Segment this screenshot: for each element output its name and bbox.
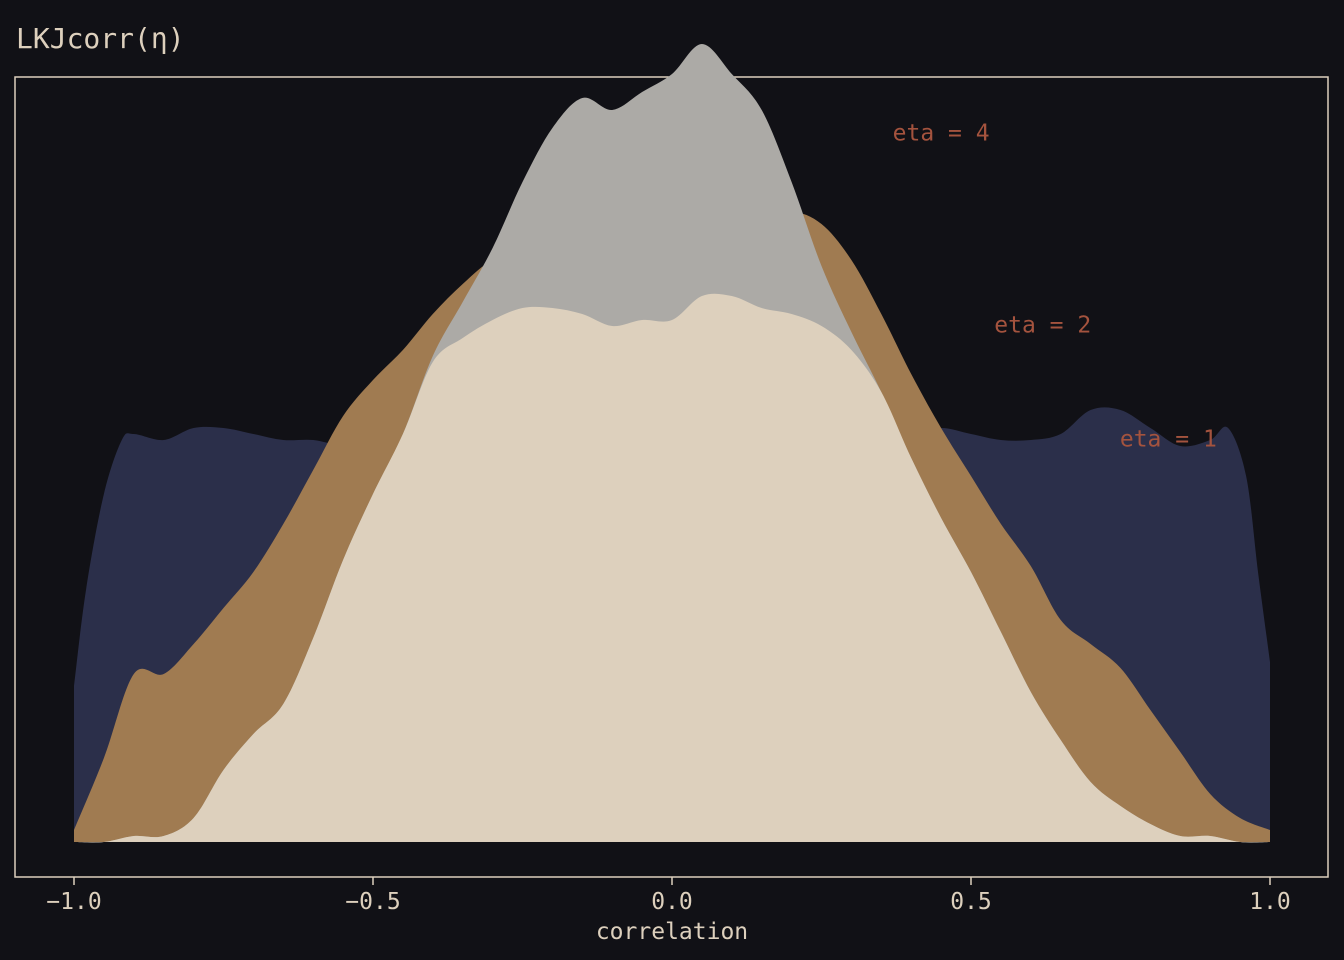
annotation-label: eta = 1 xyxy=(1120,427,1217,453)
x-axis: −1.0 −0.5 0.0 0.5 1.0 xyxy=(46,877,1291,915)
x-tick-label: 0.5 xyxy=(950,889,992,915)
annotation-label: eta = 4 xyxy=(893,121,990,147)
annotations: eta = 4 eta = 2 eta = 1 xyxy=(893,121,1217,453)
annotation-label: eta = 2 xyxy=(994,313,1091,339)
chart-title: LKJcorr(η) xyxy=(16,22,185,55)
x-tick-label: 1.0 xyxy=(1249,889,1291,915)
density-areas xyxy=(74,44,1270,843)
density-area-4 xyxy=(74,293,1270,843)
x-tick-label: −1.0 xyxy=(46,889,101,915)
x-tick-label: −0.5 xyxy=(345,889,400,915)
x-tick-label: 0.0 xyxy=(651,889,693,915)
x-axis-label: correlation xyxy=(596,919,748,945)
